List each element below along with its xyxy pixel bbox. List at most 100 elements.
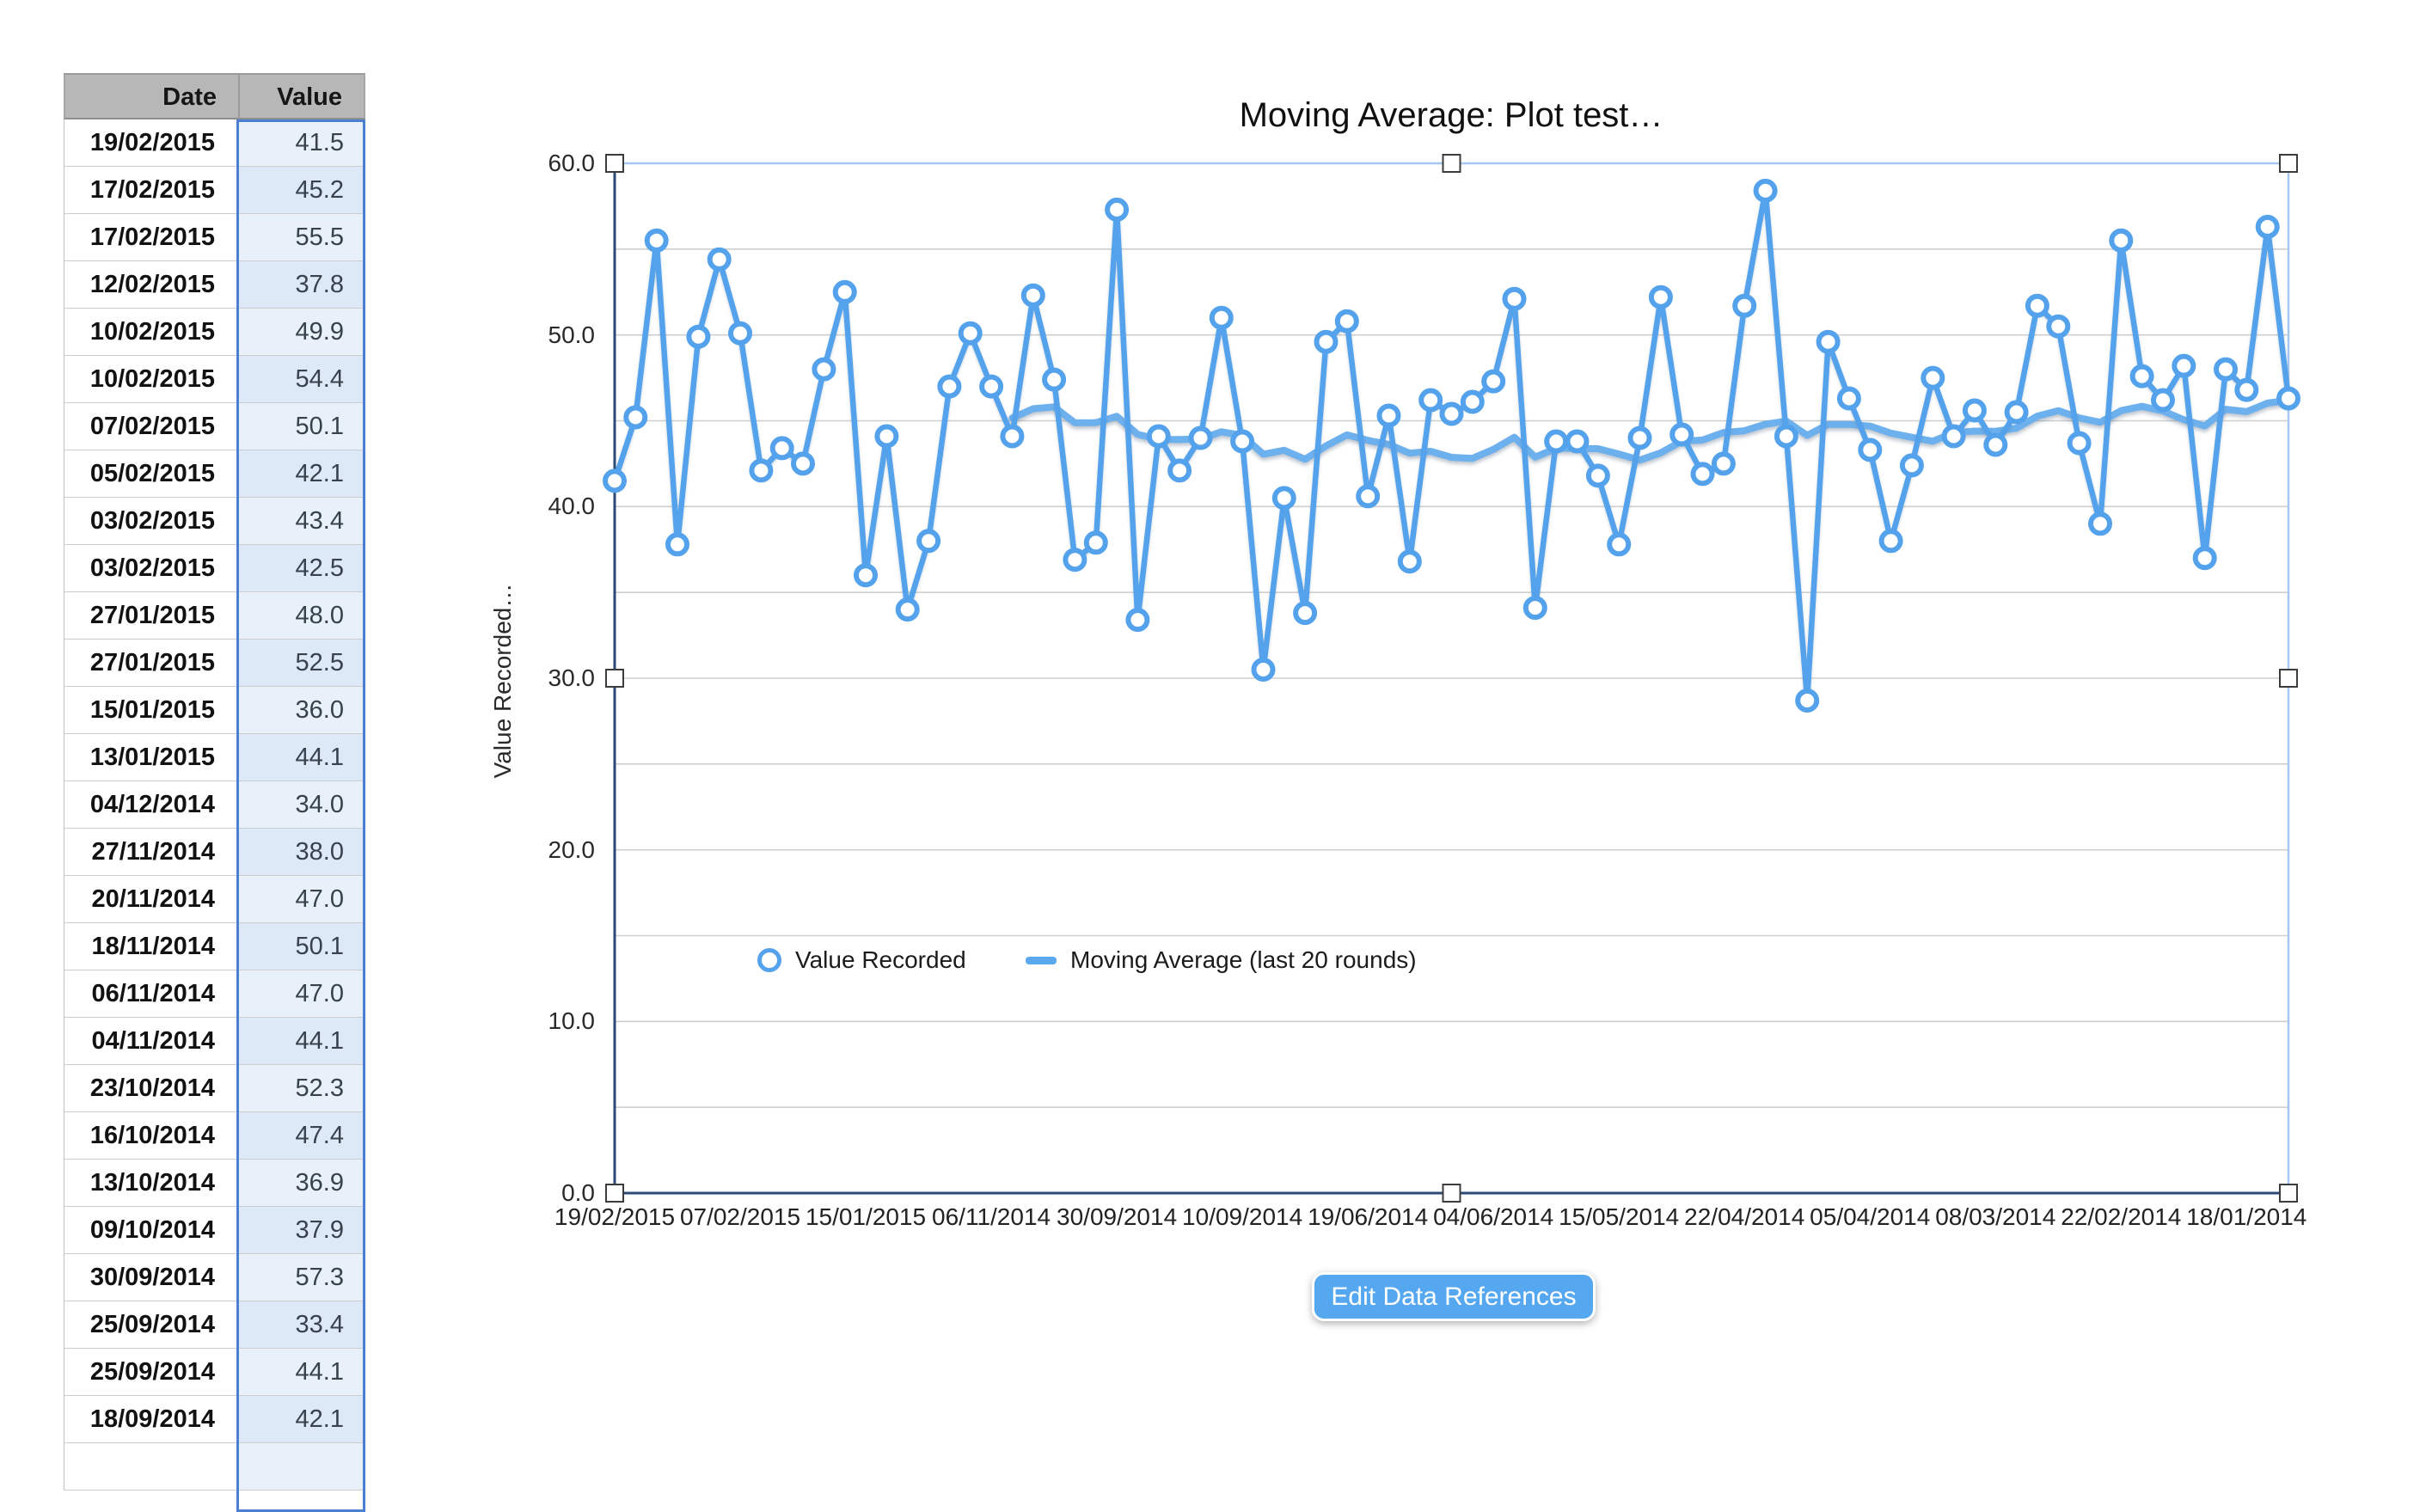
legend-item-value-recorded[interactable]: Value Recorded (757, 942, 966, 978)
data-point-marker[interactable] (1418, 388, 1443, 413)
data-point-marker[interactable] (1711, 451, 1736, 476)
date-cell[interactable]: 23/10/2014 (64, 1065, 236, 1111)
moving-average-line[interactable] (1008, 396, 2292, 464)
data-point-marker[interactable] (1941, 424, 1966, 449)
data-point-marker[interactable] (937, 374, 962, 399)
selection-handle[interactable] (2279, 669, 2298, 688)
value-cell[interactable]: 42.5 (236, 545, 365, 591)
table-row[interactable]: 03/02/2015 42.5 (64, 545, 365, 592)
data-point-marker[interactable] (2025, 293, 2049, 318)
data-point-marker[interactable] (1188, 425, 1213, 450)
table-row[interactable]: 17/02/2015 45.2 (64, 167, 365, 214)
table-row[interactable]: 04/11/2014 44.1 (64, 1018, 365, 1065)
value-cell[interactable] (236, 1443, 365, 1490)
table-row[interactable]: 10/02/2015 54.4 (64, 356, 365, 403)
value-cell[interactable]: 36.0 (236, 687, 365, 733)
date-cell[interactable]: 20/11/2014 (64, 876, 236, 922)
table-row[interactable]: 27/01/2015 52.5 (64, 640, 365, 687)
data-point-marker[interactable] (1732, 293, 1757, 318)
table-row[interactable]: 06/11/2014 47.0 (64, 970, 365, 1018)
value-cell[interactable]: 50.1 (236, 923, 365, 970)
data-point-marker[interactable] (1522, 596, 1547, 621)
value-cell[interactable]: 47.0 (236, 970, 365, 1017)
table-row[interactable]: 27/01/2015 48.0 (64, 592, 365, 640)
value-cell[interactable]: 43.4 (236, 498, 365, 544)
data-point-marker[interactable] (1921, 365, 1945, 390)
data-point-marker[interactable] (644, 228, 669, 253)
date-cell[interactable]: 04/12/2014 (64, 781, 236, 828)
table-row[interactable]: 12/02/2015 37.8 (64, 261, 365, 309)
data-point-marker[interactable] (791, 451, 815, 476)
data-point-marker[interactable] (1753, 178, 1778, 203)
selection-handle[interactable] (2279, 1184, 2298, 1203)
data-point-marker[interactable] (2046, 314, 2071, 339)
date-cell[interactable]: 04/11/2014 (64, 1018, 236, 1064)
data-point-marker[interactable] (1167, 458, 1192, 483)
data-point-marker[interactable] (1502, 286, 1527, 311)
date-cell[interactable]: 09/10/2014 (64, 1207, 236, 1253)
data-point-marker[interactable] (2234, 377, 2259, 402)
date-cell[interactable]: 07/02/2015 (64, 403, 236, 450)
edit-data-references-button[interactable]: Edit Data References (1312, 1272, 1596, 1321)
date-cell[interactable]: 27/01/2015 (64, 592, 236, 639)
date-cell[interactable]: 25/09/2014 (64, 1349, 236, 1395)
table-row[interactable]: 18/09/2014 42.1 (64, 1396, 365, 1443)
date-cell[interactable]: 17/02/2015 (64, 167, 236, 213)
data-point-marker[interactable] (749, 458, 774, 483)
value-cell[interactable]: 48.0 (236, 592, 365, 639)
data-point-marker[interactable] (728, 321, 752, 346)
value-cell[interactable]: 45.2 (236, 167, 365, 213)
value-cell[interactable]: 42.1 (236, 1396, 365, 1442)
data-point-marker[interactable] (1293, 601, 1318, 626)
legend-item-moving-average[interactable]: Moving Average (last 20 rounds) (1026, 942, 1417, 978)
data-point-marker[interactable] (2129, 364, 2154, 389)
data-point-marker[interactable] (1983, 432, 2008, 457)
data-point-marker[interactable] (2255, 214, 2280, 239)
data-point-marker[interactable] (895, 597, 920, 622)
data-point-marker[interactable] (1083, 530, 1108, 555)
data-point-marker[interactable] (1042, 367, 1067, 392)
data-point-marker[interactable] (707, 247, 732, 272)
table-row[interactable]: 09/10/2014 37.9 (64, 1207, 365, 1254)
date-cell[interactable]: 05/02/2015 (64, 450, 236, 497)
data-point-marker[interactable] (603, 468, 627, 493)
data-point-marker[interactable] (1669, 422, 1694, 447)
data-point-marker[interactable] (1105, 197, 1130, 222)
data-point-marker[interactable] (812, 357, 836, 382)
date-cell[interactable]: 03/02/2015 (64, 545, 236, 591)
value-cell[interactable]: 57.3 (236, 1254, 365, 1301)
date-cell[interactable]: 27/11/2014 (64, 829, 236, 875)
date-cell[interactable]: 18/09/2014 (64, 1396, 236, 1442)
data-point-marker[interactable] (1020, 283, 1045, 308)
data-point-marker[interactable] (665, 532, 689, 557)
data-point-marker[interactable] (2192, 546, 2217, 571)
data-point-marker[interactable] (2067, 431, 2092, 456)
date-cell[interactable]: 13/01/2015 (64, 734, 236, 780)
data-point-marker[interactable] (1878, 529, 1903, 554)
date-cell[interactable]: 10/02/2015 (64, 309, 236, 355)
data-point-marker[interactable] (1125, 608, 1150, 633)
selection-handle[interactable] (1442, 1184, 1461, 1203)
value-cell[interactable]: 49.9 (236, 309, 365, 355)
table-row[interactable]: 15/01/2015 36.0 (64, 687, 365, 734)
value-cell[interactable]: 42.1 (236, 450, 365, 497)
date-cell[interactable]: 13/10/2014 (64, 1160, 236, 1206)
date-cell[interactable]: 15/01/2015 (64, 687, 236, 733)
date-cell[interactable]: 17/02/2015 (64, 214, 236, 260)
data-point-marker[interactable] (769, 436, 794, 461)
data-point-marker[interactable] (1209, 305, 1234, 330)
data-point-marker[interactable] (1481, 369, 1506, 394)
data-point-marker[interactable] (1439, 401, 1464, 426)
date-cell[interactable]: 10/02/2015 (64, 356, 236, 402)
table-row[interactable] (64, 1443, 365, 1491)
data-point-marker[interactable] (2109, 228, 2134, 253)
value-cell[interactable]: 47.4 (236, 1112, 365, 1159)
column-header-date[interactable]: Date (162, 83, 217, 111)
selection-handle[interactable] (2279, 154, 2298, 173)
data-point-marker[interactable] (2004, 400, 2029, 425)
table-row[interactable]: 18/11/2014 50.1 (64, 923, 365, 970)
value-cell[interactable]: 47.0 (236, 876, 365, 922)
data-point-marker[interactable] (1146, 424, 1171, 449)
value-recorded-line[interactable] (611, 187, 2292, 704)
data-point-marker[interactable] (1962, 398, 1987, 423)
